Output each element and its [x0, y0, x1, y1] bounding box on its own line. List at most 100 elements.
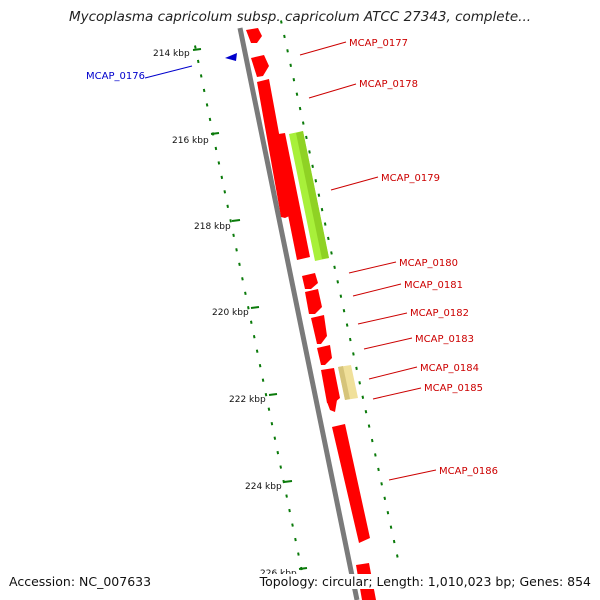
gene-label-mcap-0185[interactable]: MCAP_0185	[424, 383, 483, 394]
gene-feature-mcap-0180[interactable]	[302, 273, 318, 289]
gene-feature-mcap-0177[interactable]	[246, 28, 262, 43]
ruler-tick	[348, 337, 352, 342]
gene-feature-mcap-0178[interactable]	[251, 55, 269, 77]
ruler-tick	[208, 117, 212, 122]
ruler-tick	[285, 494, 288, 498]
ruler-tick	[255, 349, 259, 353]
gene-feature-mcap-0176[interactable]	[225, 53, 237, 61]
ruler-tick	[352, 352, 355, 356]
label-connectors	[144, 41, 437, 481]
gene-feature-mcap-0186[interactable]	[332, 424, 370, 543]
ruler-tick	[383, 496, 387, 500]
gene-feature-mcap-0185-tip[interactable]	[327, 400, 337, 412]
ruler-major-tick	[298, 567, 308, 570]
ruler-tick	[314, 179, 318, 183]
ruler-tick	[361, 395, 365, 399]
gene-feature-mcap-0184-shade	[338, 366, 350, 400]
ruler-major-tick	[268, 393, 278, 396]
label-connector-line	[388, 469, 437, 481]
ruler-major-tick	[210, 132, 220, 135]
gene-label-mcap-0183[interactable]: MCAP_0183	[415, 334, 474, 345]
ruler-tick	[244, 291, 247, 295]
label-connector-line	[330, 176, 379, 191]
gene-feature-large-2[interactable]	[272, 133, 310, 260]
ruler-tick	[194, 45, 197, 49]
ruler-tick	[305, 135, 308, 140]
ruler-tick	[295, 92, 299, 96]
gene-feature-mcap-0185[interactable]	[321, 368, 340, 403]
ruler-tick	[238, 262, 241, 266]
ruler-tick	[308, 150, 311, 154]
gene-feature-mcap-0181[interactable]	[305, 289, 322, 314]
ruler-tick	[333, 265, 336, 270]
ruler-tick	[261, 378, 265, 382]
ruler-tick	[280, 20, 283, 24]
ruler-tick	[330, 251, 333, 255]
gene-feature-mcap-0183[interactable]	[317, 345, 332, 365]
ruler-tick	[214, 146, 218, 151]
label-connector-line	[368, 366, 418, 380]
ruler-tick	[377, 467, 380, 472]
label-connector-line	[372, 387, 422, 400]
ruler-tick	[311, 164, 314, 169]
ruler-tick	[282, 479, 285, 484]
ruler-tick	[355, 366, 358, 371]
gene-label-mcap-0176[interactable]: MCAP_0176	[86, 71, 145, 82]
feature-track[interactable]	[225, 28, 376, 600]
gene-label-mcap-0177[interactable]: MCAP_0177	[349, 38, 408, 49]
ruler-tick	[247, 306, 250, 310]
ruler-tick	[226, 204, 229, 209]
ruler-tick	[223, 190, 227, 194]
ruler-tick	[323, 222, 327, 226]
ruler-major-tick	[192, 48, 202, 51]
ruler-tick	[345, 323, 349, 327]
gene-labels[interactable]: MCAP_0176 MCAP_0177 MCAP_0178 MCAP_0179 …	[86, 38, 498, 477]
ruler-tick	[232, 233, 235, 238]
ruler-tick	[202, 88, 206, 93]
ruler-tick	[249, 320, 253, 324]
label-connector-line	[308, 83, 357, 99]
ruler-tick	[229, 219, 232, 223]
ruler-tick	[358, 381, 361, 385]
ruler-tick	[327, 236, 330, 241]
gene-label-mcap-0180[interactable]: MCAP_0180	[399, 258, 458, 269]
label-connector-line	[144, 65, 193, 79]
label-connector-line	[357, 312, 408, 325]
ruler-tick	[396, 554, 399, 558]
ruler-tick	[370, 438, 374, 443]
ruler-tick	[339, 294, 343, 298]
ruler-tick	[320, 207, 324, 212]
label-connector-line	[348, 261, 397, 274]
ruler-label: 222 kbp	[229, 395, 266, 405]
ruler-tick	[289, 63, 292, 67]
label-connector-line	[363, 337, 413, 350]
ruler-tick	[288, 508, 291, 513]
ruler-tick	[298, 106, 302, 111]
gene-label-mcap-0181[interactable]: MCAP_0181	[404, 280, 463, 291]
ruler-tick	[364, 409, 368, 414]
gene-label-mcap-0179[interactable]: MCAP_0179	[381, 173, 440, 184]
ruler-label: 224 kbp	[245, 482, 282, 492]
accession-text: Accession: NC_007633	[9, 574, 152, 589]
gene-label-mcap-0186[interactable]: MCAP_0186	[439, 466, 498, 477]
ruler-tick	[301, 121, 305, 125]
ruler-tick	[292, 78, 296, 82]
gene-label-mcap-0178[interactable]: MCAP_0178	[359, 79, 418, 90]
ruler-tick	[386, 511, 390, 515]
ruler-tick	[220, 175, 224, 180]
gene-feature-mcap-0179-shade	[296, 131, 329, 259]
ruler-major-ticks	[192, 48, 308, 570]
ruler-major-tick	[283, 480, 293, 483]
gene-label-mcap-0184[interactable]: MCAP_0184	[420, 363, 479, 374]
map-title: Mycoplasma capricolum subsp. capricolum …	[68, 9, 532, 25]
ruler-tick	[276, 450, 280, 455]
gene-feature-mcap-0182[interactable]	[311, 315, 327, 344]
genome-summary-text: Topology: circular; Length: 1,010,023 bp…	[259, 574, 591, 589]
ruler-tick	[279, 465, 283, 469]
ruler-tick	[267, 407, 271, 411]
ruler-tick	[283, 34, 286, 39]
gene-label-mcap-0182[interactable]: MCAP_0182	[410, 308, 469, 319]
ruler-tick	[241, 277, 244, 281]
